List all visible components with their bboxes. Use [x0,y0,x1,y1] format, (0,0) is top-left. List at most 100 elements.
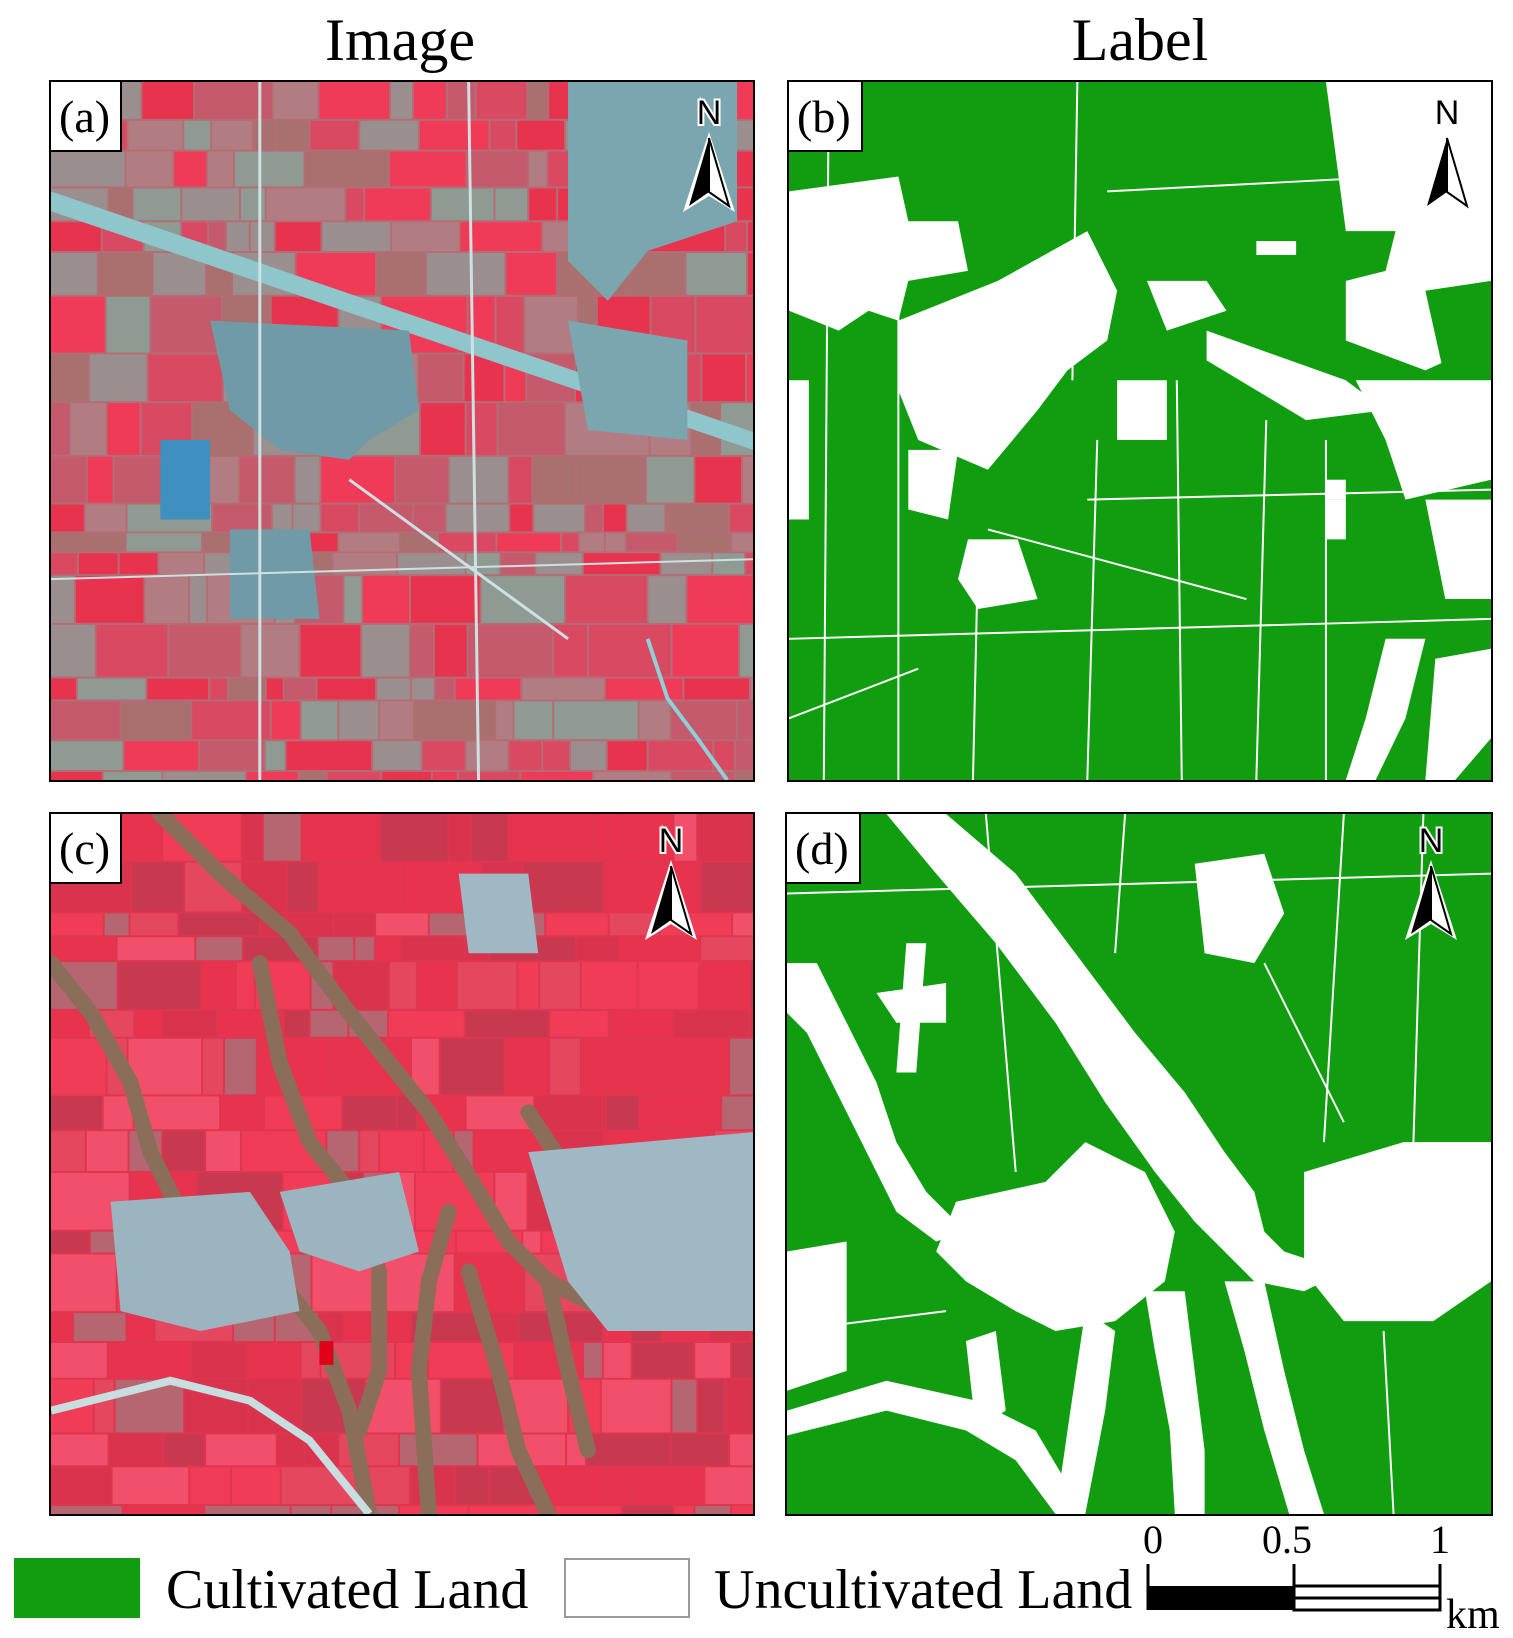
field-parcel [468,624,553,677]
field-parcel [51,222,101,252]
field-parcel [148,354,223,402]
field-parcel [73,1313,126,1341]
field-parcel [518,962,539,1009]
field-parcel [730,1434,753,1466]
field-parcel [210,678,227,700]
field-parcel [87,456,113,503]
field-parcel [426,253,505,295]
field-parcel [639,701,670,740]
field-parcel [581,962,637,1009]
field-parcel [70,403,106,455]
field-parcel [130,913,178,936]
field-parcel [529,188,557,221]
field-parcel [142,82,194,119]
field-parcel [276,120,309,150]
field-parcel [96,624,168,677]
field-parcel [145,576,189,623]
field-parcel [182,188,239,221]
field-parcel [457,962,517,1009]
field-parcel [402,937,464,961]
field-parcel [107,403,140,455]
field-parcel [184,120,211,150]
scale-bar [1146,1564,1442,1612]
field-parcel [738,701,753,740]
field-parcel [509,814,593,861]
field-parcel [411,678,434,700]
field-parcel [577,937,618,961]
scale-unit: km [1446,1592,1500,1638]
field-parcel [698,1379,725,1433]
field-parcel [51,1506,122,1514]
field-parcel [632,1467,704,1505]
field-parcel [51,701,120,740]
field-parcel [447,82,475,119]
field-parcel [603,1342,631,1378]
north-letter: N [1435,94,1460,132]
panel-d-label-map: (d) N [785,812,1493,1516]
field-parcel [75,576,144,623]
field-parcel [89,354,147,402]
field-parcel [163,772,245,780]
field-parcel [126,151,173,187]
field-parcel [51,576,74,623]
field-parcel [585,504,602,532]
field-parcel [446,504,509,532]
field-parcel [579,533,604,552]
field-parcel [51,624,95,677]
field-parcel [169,624,240,677]
field-parcel [497,533,561,552]
field-parcel [106,296,150,353]
field-parcel [607,741,647,771]
field-parcel [103,772,162,780]
field-parcel [51,1254,116,1312]
field-parcel [471,814,508,861]
field-parcel [522,678,604,700]
field-parcel [305,151,389,187]
field-parcel [594,814,621,861]
field-parcel [362,624,409,677]
field-parcel [163,1131,205,1171]
field-parcel [748,253,753,295]
field-parcel [236,962,254,1009]
field-parcel [344,576,362,623]
panel-c-satellite-image: (c) N [49,812,755,1516]
field-parcel [247,1342,300,1378]
field-parcel [410,624,433,677]
field-parcel [284,678,316,700]
field-parcel [51,1038,106,1095]
field-parcel [339,701,379,740]
label-map-d [787,814,1491,1514]
field-parcel [583,1342,602,1378]
field-parcel [273,82,318,119]
field-parcel [128,120,183,150]
field-parcel [291,1506,331,1514]
field-parcel [431,188,494,221]
field-parcel [355,937,375,961]
field-parcel [736,772,753,780]
satellite-image-c [51,814,753,1514]
field-parcel [321,504,359,532]
legend-swatch-cultivated [14,1558,140,1618]
field-parcel [51,1231,89,1253]
scale-tick-0-5: 0.5 [1262,1517,1312,1562]
field-parcel [713,553,745,575]
field-parcel [501,553,535,575]
field-parcel [726,1379,753,1433]
field-parcel [701,862,753,912]
field-parcel [438,533,496,552]
field-parcel [112,1467,189,1505]
image-column-title: Image [325,7,475,73]
field-parcel [51,772,102,780]
field-parcel [293,504,320,532]
field-parcel [535,1096,605,1130]
field-parcel [85,504,126,532]
field-parcel [77,678,146,700]
field-parcel [648,576,686,623]
field-parcel [286,741,372,771]
field-parcel [420,403,465,455]
field-parcel [550,1010,608,1037]
field-parcel [390,962,416,1009]
field-parcel [400,1434,477,1466]
field-parcel [250,222,274,252]
field-parcel [509,456,532,503]
